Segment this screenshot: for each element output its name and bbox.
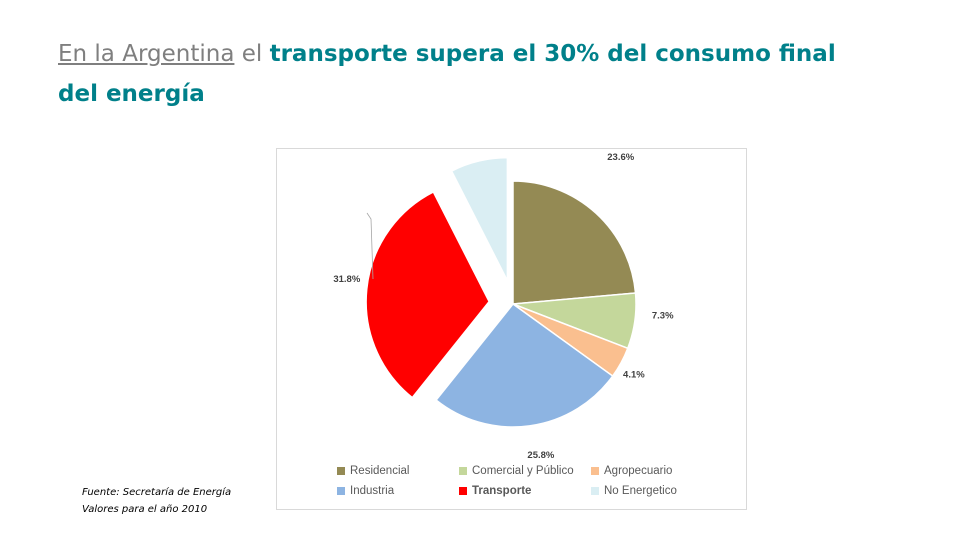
source-year-line: Valores para el año 2010 xyxy=(82,504,208,515)
legend-swatch xyxy=(459,467,467,475)
legend-label: Transporte xyxy=(472,485,532,497)
legend-label: Agropecuario xyxy=(604,465,673,477)
source-line: Fuente: Secretaría de Energía xyxy=(82,487,232,498)
data-label-agropecuario: 4.1% xyxy=(623,369,645,380)
legend-swatch xyxy=(337,467,345,475)
page-title: En la Argentina el transporte supera el … xyxy=(58,34,838,114)
pie-slice-industria xyxy=(435,302,614,428)
legend-row: Industria Transporte No Energetico xyxy=(337,481,717,501)
pie-chart: 23.6%7.3%4.1%25.8%31.8%7.5% ResidencialC… xyxy=(276,148,747,510)
legend-swatch xyxy=(337,487,345,495)
legend-swatch xyxy=(459,487,467,495)
legend-row: Residencial Comercial y Público Agropecuar… xyxy=(337,461,717,481)
legend-label: Comercial y Público xyxy=(472,465,574,477)
pie-slice-no-energetico xyxy=(450,156,509,282)
data-label-residencial: 23.6% xyxy=(607,152,634,163)
chart-legend: Residencial Comercial y Público Agropecuar… xyxy=(337,461,717,501)
legend-label: Industria xyxy=(350,485,395,497)
data-label-transporte: 31.8% xyxy=(333,274,360,285)
legend-item-agropecuario: Agropecuario xyxy=(591,465,711,477)
source-note: Fuente: Secretaría de Energía Valores pa… xyxy=(82,484,231,518)
legend-item-residencial: Residencial xyxy=(337,465,459,477)
title-mid: el xyxy=(234,41,270,67)
data-label-industria: 25.8% xyxy=(527,450,554,461)
pie-slice-residencial xyxy=(512,180,637,305)
data-label-comercial-y-publico: 7.3% xyxy=(652,311,674,322)
pie-slice-transporte xyxy=(365,190,491,399)
title-lead: En la Argentina xyxy=(58,41,235,67)
legend-item-comercial-y-publico: Comercial y Público xyxy=(459,465,591,477)
legend-item-no-energetico: No Energetico xyxy=(591,485,711,497)
legend-swatch xyxy=(591,487,599,495)
legend-label: Residencial xyxy=(350,465,410,477)
leader-line-transporte xyxy=(366,212,374,280)
pie-chart-canvas: 23.6%7.3%4.1%25.8%31.8%7.5% xyxy=(333,152,674,461)
legend-label: No Energetico xyxy=(604,485,677,497)
legend-swatch xyxy=(591,467,599,475)
legend-item-industria: Industria xyxy=(337,485,459,497)
legend-item-transporte: Transporte xyxy=(459,485,591,497)
title-rest: transporte supera el 30% del consumo fin… xyxy=(58,41,836,107)
